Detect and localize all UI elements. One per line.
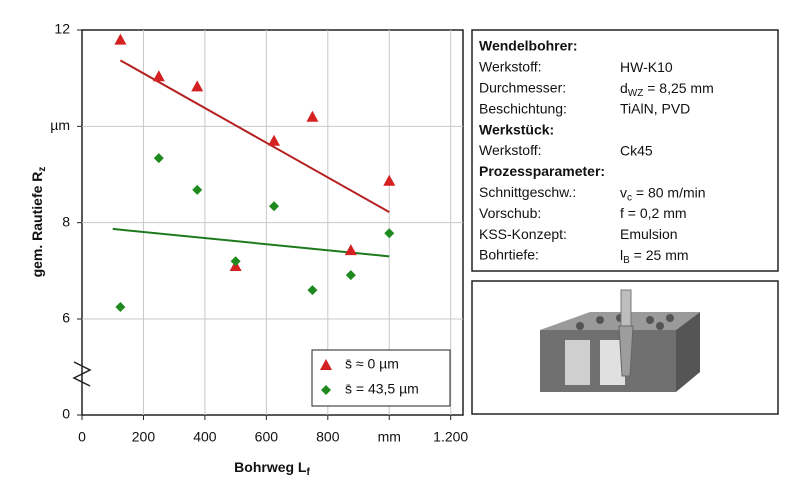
info-key: KSS-Konzept: [479, 226, 567, 242]
x-tick-label: 600 [255, 429, 279, 445]
info-key: Beschichtung: [479, 100, 567, 116]
info-value: HW-K10 [620, 59, 673, 75]
info-panel [471, 29, 779, 272]
legend [311, 349, 451, 407]
x-tick-label: 800 [316, 429, 340, 445]
legend-marker [320, 359, 332, 370]
info-heading: Prozessparameter: [479, 163, 605, 179]
info-value-text: l [620, 247, 623, 263]
info-value-rest: = 25 mm [630, 247, 689, 263]
data-point [306, 110, 319, 122]
info-key: Bohrtiefe: [479, 247, 539, 263]
info-value: lB = 25 mm [620, 247, 689, 266]
info-value-sub: B [623, 255, 630, 266]
y-label-sub: z [37, 167, 48, 172]
info-key: Schnittgeschw.: [479, 184, 576, 200]
y-tick-label: 0 [62, 406, 70, 422]
info-value: Ck45 [620, 142, 653, 158]
x-tick-label: 0 [78, 429, 86, 445]
data-point [152, 70, 165, 82]
data-point [344, 244, 357, 256]
info-value-text: f = 0,2 mm [620, 205, 687, 221]
info-heading: Werkstück: [479, 121, 554, 137]
info-value-text: TiAlN, PVD [620, 100, 690, 116]
info-key: Werkstoff: [479, 142, 542, 158]
x-tick-label: 200 [132, 429, 156, 445]
x-label-text: Bohrweg L [234, 459, 307, 475]
y-tick-label: 6 [62, 310, 70, 326]
data-point [114, 33, 127, 45]
y-tick-label: 8 [62, 213, 70, 229]
y-tick-label: µm [50, 117, 70, 133]
data-point [230, 256, 241, 267]
data-point [384, 228, 395, 239]
trend-line [112, 227, 390, 258]
workpiece-illustration [540, 289, 700, 392]
x-label-sub: f [307, 467, 311, 478]
info-value-text: Emulsion [620, 226, 678, 242]
data-point [192, 184, 203, 195]
x-tick-label: mm [378, 429, 401, 445]
legend-label: s̄ = 43,5 µm [345, 381, 419, 397]
x-tick-label: 400 [193, 429, 217, 445]
info-key: Durchmesser: [479, 80, 566, 96]
legend-marker [321, 385, 331, 395]
data-point [307, 285, 318, 296]
axis-break [72, 361, 92, 387]
y-tick-label: 12 [54, 21, 70, 37]
trend-line [119, 59, 390, 213]
data-point [153, 153, 164, 164]
y-axis-label: gem. Rautiefe Rz [29, 167, 48, 278]
info-key: Vorschub: [479, 205, 541, 221]
info-heading: Wendelbohrer: [479, 38, 578, 54]
info-value-rest: = 80 m/min [632, 184, 706, 200]
info-key: Werkstoff: [479, 59, 542, 75]
data-point [268, 134, 281, 146]
data-point [383, 174, 396, 186]
data-point [115, 301, 126, 312]
info-value: Emulsion [620, 226, 678, 242]
info-value: f = 0,2 mm [620, 205, 687, 221]
info-value: TiAlN, PVD [620, 100, 690, 116]
legend-label: s̄ ≈ 0 µm [345, 356, 399, 372]
info-value: dWZ = 8,25 mm [620, 80, 714, 99]
info-value-sub: c [627, 192, 632, 203]
info-value-text: Ck45 [620, 142, 653, 158]
data-point [345, 270, 356, 281]
info-value: vc = 80 m/min [620, 184, 706, 203]
x-tick-label: 1.200 [433, 429, 468, 445]
data-point [191, 80, 204, 92]
data-point [269, 201, 280, 212]
info-value-sub: WZ [628, 87, 644, 98]
info-value-rest: = 8,25 mm [643, 80, 713, 96]
info-value-text: v [620, 184, 627, 200]
y-label-text: gem. Rautiefe R [29, 172, 45, 278]
info-value-text: d [620, 80, 628, 96]
x-axis-label: Bohrweg Lf [234, 459, 310, 478]
info-value-text: HW-K10 [620, 59, 673, 75]
